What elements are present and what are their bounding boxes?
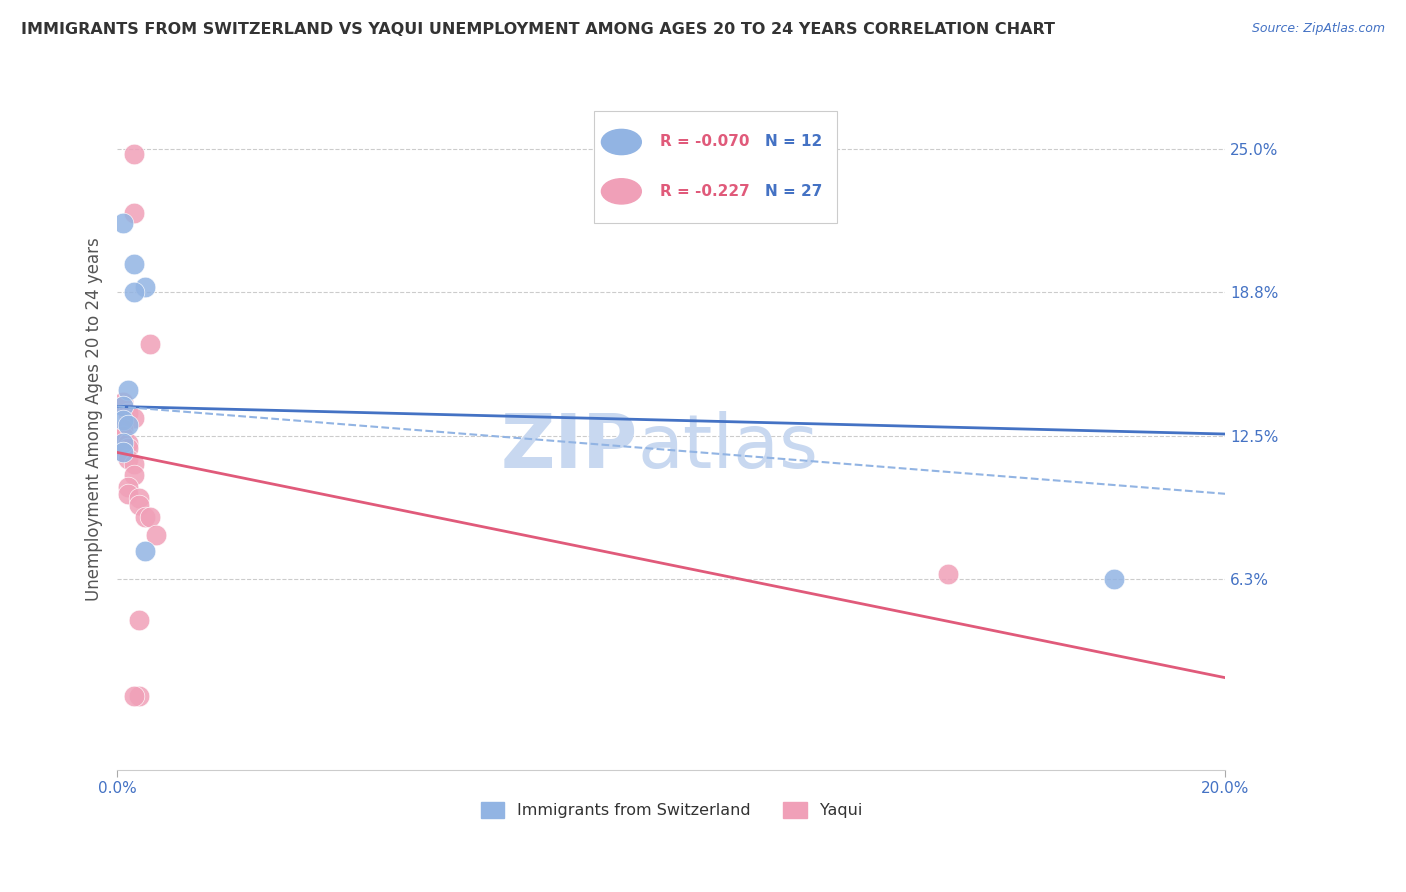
Point bbox=[111, 445, 134, 459]
Point bbox=[117, 487, 139, 501]
Point bbox=[111, 445, 134, 459]
Point bbox=[111, 215, 134, 229]
Point bbox=[122, 689, 145, 703]
Point bbox=[111, 445, 134, 459]
Point bbox=[1104, 572, 1126, 586]
Legend: Immigrants from Switzerland, Yaqui: Immigrants from Switzerland, Yaqui bbox=[474, 796, 869, 825]
Text: atlas: atlas bbox=[638, 410, 818, 483]
Circle shape bbox=[602, 129, 641, 154]
Point bbox=[122, 146, 145, 161]
Text: R = -0.070: R = -0.070 bbox=[661, 135, 749, 150]
Circle shape bbox=[602, 178, 641, 204]
Point bbox=[122, 257, 145, 271]
Point bbox=[122, 457, 145, 471]
Point bbox=[111, 394, 134, 409]
Point bbox=[111, 429, 134, 443]
Point bbox=[134, 544, 156, 558]
Text: R = -0.227: R = -0.227 bbox=[661, 184, 749, 199]
Point bbox=[128, 689, 150, 703]
Point bbox=[111, 400, 134, 414]
Point bbox=[139, 509, 162, 524]
Y-axis label: Unemployment Among Ages 20 to 24 years: Unemployment Among Ages 20 to 24 years bbox=[86, 237, 103, 601]
Point bbox=[936, 567, 959, 582]
Point bbox=[117, 452, 139, 467]
Text: N = 12: N = 12 bbox=[765, 135, 823, 150]
Point bbox=[128, 491, 150, 506]
Text: ZIP: ZIP bbox=[501, 410, 638, 483]
Point bbox=[145, 528, 167, 542]
FancyBboxPatch shape bbox=[593, 111, 838, 223]
Point bbox=[134, 509, 156, 524]
Point bbox=[128, 498, 150, 512]
Point bbox=[111, 422, 134, 436]
Text: IMMIGRANTS FROM SWITZERLAND VS YAQUI UNEMPLOYMENT AMONG AGES 20 TO 24 YEARS CORR: IMMIGRANTS FROM SWITZERLAND VS YAQUI UNE… bbox=[21, 22, 1054, 37]
Point bbox=[117, 480, 139, 494]
Point bbox=[122, 411, 145, 425]
Point bbox=[111, 400, 134, 414]
Point bbox=[134, 280, 156, 294]
Point bbox=[117, 384, 139, 398]
Point bbox=[139, 337, 162, 351]
Point bbox=[117, 417, 139, 432]
Text: N = 27: N = 27 bbox=[765, 184, 823, 199]
Point bbox=[122, 468, 145, 483]
Point bbox=[111, 436, 134, 450]
Point bbox=[117, 436, 139, 450]
Text: Source: ZipAtlas.com: Source: ZipAtlas.com bbox=[1251, 22, 1385, 36]
Point bbox=[117, 406, 139, 420]
Point bbox=[117, 441, 139, 455]
Point bbox=[122, 206, 145, 220]
Point bbox=[111, 413, 134, 427]
Point bbox=[128, 613, 150, 627]
Point bbox=[122, 285, 145, 299]
